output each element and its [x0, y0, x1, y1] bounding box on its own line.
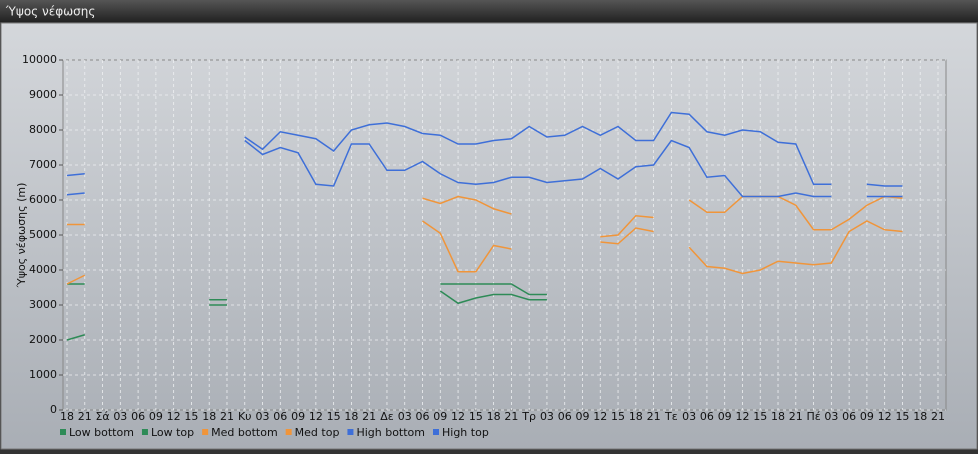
y-tick-label: 10000 [22, 53, 57, 66]
x-tick-label: 15 [184, 410, 198, 423]
x-tick-label: 09 [575, 410, 589, 423]
y-tick-label: 9000 [29, 88, 57, 101]
series-line [67, 283, 547, 301]
x-tick-label: 03 [398, 410, 412, 423]
x-tick-label: 06 [131, 410, 145, 423]
series-line [67, 195, 903, 238]
series-line [66, 290, 547, 341]
x-tick-label: Σά [95, 410, 109, 423]
series-line [66, 111, 903, 187]
x-tick-label: 15 [895, 410, 909, 423]
x-tick-label: 21 [647, 410, 661, 423]
x-tick-label: 12 [878, 410, 892, 423]
x-tick-label: 03 [113, 410, 127, 423]
x-tick-label: 06 [558, 410, 572, 423]
x-tick-label: 06 [700, 410, 714, 423]
legend-marker [433, 429, 439, 435]
legend-marker [141, 429, 148, 435]
legend-label: Low bottom [69, 426, 134, 439]
series-line [66, 139, 903, 198]
x-tick-label: 18 [487, 410, 501, 423]
x-tick-label: 21 [931, 410, 945, 423]
header-bar [0, 0, 978, 22]
x-tick-label: 15 [753, 410, 767, 423]
legend-marker [202, 429, 209, 435]
x-tick-label: Δε [380, 410, 394, 423]
y-tick-label: 5000 [29, 228, 57, 241]
x-tick-label: Κυ [238, 410, 252, 423]
y-tick-label: 3000 [29, 298, 57, 311]
chart-title: Ύψος νέφωσης [5, 5, 95, 19]
x-tick-label: Τε [664, 410, 678, 423]
x-tick-label: 21 [504, 410, 518, 423]
x-tick-label: Τρ [521, 410, 536, 423]
x-tick-label: 03 [824, 410, 838, 423]
x-tick-label: 18 [629, 410, 643, 423]
x-tick-label: 12 [735, 410, 749, 423]
x-tick-label: 21 [220, 410, 234, 423]
legend-label: High bottom [356, 426, 425, 439]
x-tick-label: 03 [256, 410, 270, 423]
y-tick-label: 4000 [29, 263, 57, 276]
legend-marker [347, 429, 354, 435]
x-tick-label: 06 [842, 410, 856, 423]
legend-label: Low top [151, 426, 194, 439]
x-tick-label: 15 [327, 410, 341, 423]
x-tick-label: 09 [718, 410, 732, 423]
y-tick-label: 6000 [29, 193, 57, 206]
y-axis-label: Ύψος νέφωσης (m) [15, 183, 28, 289]
x-tick-label: 21 [78, 410, 92, 423]
x-tick-label: 09 [860, 410, 874, 423]
x-tick-label: 18 [60, 410, 74, 423]
x-tick-label: 06 [416, 410, 430, 423]
x-tick-label: 18 [202, 410, 216, 423]
x-tick-label: 03 [540, 410, 554, 423]
y-tick-label: 8000 [29, 123, 57, 136]
y-tick-label: 0 [50, 403, 57, 416]
x-tick-label: 06 [273, 410, 287, 423]
x-tick-label: 12 [309, 410, 323, 423]
x-tick-label: Πέ [806, 410, 820, 423]
legend-label: Med bottom [211, 426, 278, 439]
series-line [66, 220, 903, 285]
x-tick-label: 12 [167, 410, 181, 423]
x-tick-label: 12 [593, 410, 607, 423]
y-tick-label: 1000 [29, 368, 57, 381]
x-tick-label: 09 [149, 410, 163, 423]
x-tick-label: 21 [789, 410, 803, 423]
x-tick-label: 15 [611, 410, 625, 423]
panel [0, 22, 978, 450]
x-tick-label: 18 [913, 410, 927, 423]
legend-label: Med top [295, 426, 340, 439]
x-tick-label: 18 [344, 410, 358, 423]
y-tick-label: 2000 [29, 333, 57, 346]
x-tick-label: 15 [469, 410, 483, 423]
legend-marker [60, 429, 66, 435]
legend-marker [285, 429, 292, 435]
y-tick-label: 7000 [29, 158, 57, 171]
legend-label: High top [442, 426, 489, 439]
x-tick-label: 09 [291, 410, 305, 423]
x-tick-label: 12 [451, 410, 465, 423]
x-tick-label: 03 [682, 410, 696, 423]
x-tick-label: 18 [771, 410, 785, 423]
x-tick-label: 09 [433, 410, 447, 423]
x-tick-label: 21 [362, 410, 376, 423]
